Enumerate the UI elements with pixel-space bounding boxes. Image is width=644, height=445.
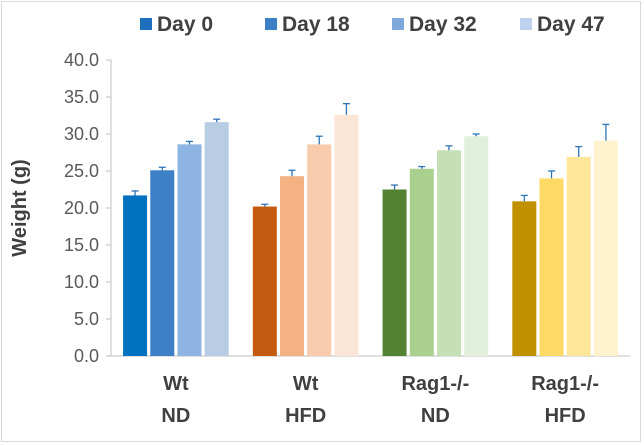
bar xyxy=(409,168,434,356)
x-category-label: Rag1-/- xyxy=(401,373,469,395)
x-category-label: ND xyxy=(421,405,450,427)
bar xyxy=(566,156,591,356)
bar xyxy=(334,114,359,356)
legend-label: Day 47 xyxy=(537,13,605,36)
legend-label: Day 32 xyxy=(409,13,477,36)
bar xyxy=(436,150,461,356)
legend-label: Day 0 xyxy=(157,13,213,36)
bar xyxy=(280,176,305,356)
legend-label: Day 18 xyxy=(282,13,350,36)
x-category-label: ND xyxy=(161,405,190,427)
bar xyxy=(307,144,332,356)
y-axis-title: Weight (g) xyxy=(9,159,31,256)
legend-swatch xyxy=(392,18,404,30)
y-tick-label: 5.0 xyxy=(74,309,99,329)
x-category-label: Wt xyxy=(163,373,189,395)
legend-swatch xyxy=(140,18,152,30)
x-category-label: HFD xyxy=(285,405,326,427)
bar xyxy=(539,178,564,356)
y-tick-label: 40.0 xyxy=(64,50,99,70)
x-category-label: HFD xyxy=(545,405,586,427)
bar xyxy=(464,136,489,356)
y-tick-label: 25.0 xyxy=(64,161,99,181)
y-tick-label: 30.0 xyxy=(64,124,99,144)
y-tick-label: 10.0 xyxy=(64,272,99,292)
legend-swatch xyxy=(520,18,532,30)
bar xyxy=(204,122,229,356)
y-tick-label: 20.0 xyxy=(64,198,99,218)
bar xyxy=(593,140,618,356)
bar xyxy=(150,170,175,356)
bar xyxy=(512,201,537,356)
y-tick-label: 15.0 xyxy=(64,235,99,255)
bar xyxy=(252,206,277,356)
bar xyxy=(177,144,202,356)
x-category-label: Wt xyxy=(293,373,319,395)
legend-swatch xyxy=(265,18,277,30)
y-tick-label: 35.0 xyxy=(64,87,99,107)
y-tick-label: 0.0 xyxy=(74,346,99,366)
bar xyxy=(123,195,148,356)
bar xyxy=(382,189,407,356)
x-category-label: Rag1-/- xyxy=(531,373,599,395)
